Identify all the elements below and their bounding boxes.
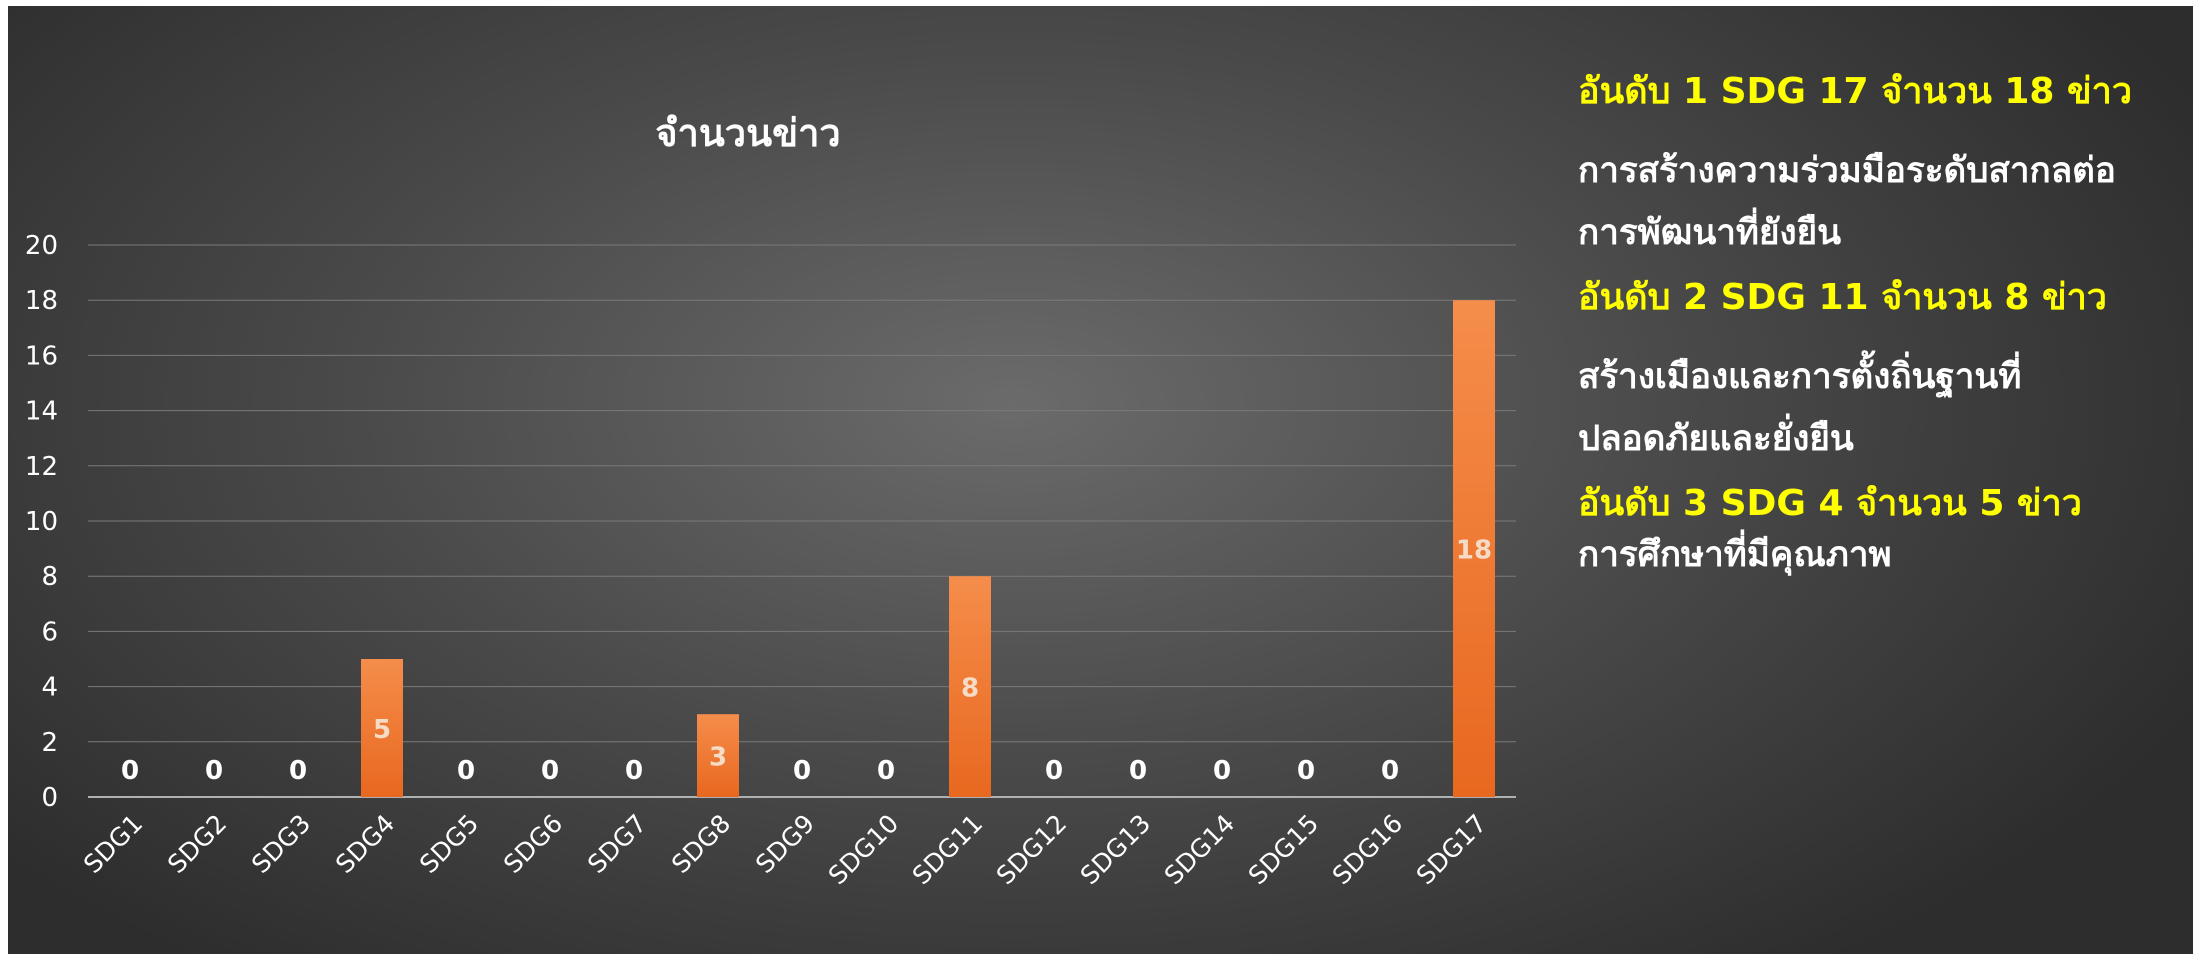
x-tick-label-sdg13: SDG13: [1075, 809, 1157, 891]
rank-3-heading: อันดับ 3 SDG 4 จำนวน 5 ข่าว: [1578, 483, 2082, 524]
chart-title: จำนวนข่าว: [655, 111, 841, 155]
data-label-sdg3: 0: [289, 756, 307, 786]
data-label-sdg15: 0: [1297, 756, 1315, 786]
y-tick-label: 4: [41, 673, 58, 703]
bar-sdg11: [949, 576, 991, 797]
data-label-sdg9: 0: [793, 756, 811, 786]
x-tick-label-sdg16: SDG16: [1327, 809, 1409, 891]
y-axis-ticks: 0 2 4 6 8 10 12 14 16 18 20: [25, 231, 58, 813]
x-tick-label-sdg2: SDG2: [162, 809, 232, 879]
x-axis-ticks: SDG1 SDG2 SDG3 SDG4 SDG5 SDG6 SDG7 SDG8 SDG9 SDG1…: [78, 809, 1492, 891]
y-tick-label: 8: [41, 562, 58, 592]
rank-3-description-line-1: การศึกษาที่มีคุณภาพ: [1578, 535, 1892, 575]
x-tick-label-sdg5: SDG5: [414, 809, 484, 879]
gridlines: [88, 244, 1516, 798]
x-tick-label-sdg4: SDG4: [330, 809, 400, 879]
rank-1-heading: อันดับ 1 SDG 17 จำนวน 18 ข่าว: [1578, 71, 2133, 112]
data-label-sdg16: 0: [1381, 756, 1399, 786]
rank-1-description-line-2: การพัฒนาที่ยังยืน: [1578, 213, 1842, 253]
y-tick-label: 6: [41, 617, 58, 647]
data-label-sdg4: 5: [373, 715, 391, 745]
x-tick-label-sdg17: SDG17: [1411, 809, 1493, 891]
x-tick-label-sdg9: SDG9: [750, 809, 820, 879]
rank-2-description-line-1: สร้างเมืองและการตั้งถิ่นฐานที่: [1578, 357, 2022, 397]
x-tick-label-sdg10: SDG10: [823, 809, 905, 891]
y-tick-label: 0: [41, 783, 58, 813]
data-label-sdg13: 0: [1129, 756, 1147, 786]
x-tick-label-sdg7: SDG7: [582, 809, 652, 879]
x-tick-label-sdg6: SDG6: [498, 809, 568, 879]
bar-sdg17: [1453, 300, 1495, 797]
x-tick-label-sdg3: SDG3: [246, 809, 316, 879]
x-tick-label-sdg15: SDG15: [1243, 809, 1325, 891]
x-tick-label-sdg12: SDG12: [991, 809, 1073, 891]
data-label-sdg10: 0: [877, 756, 895, 786]
ranking-panel: อันดับ 1 SDG 17 จำนวน 18 ข่าว การสร้างคว…: [1578, 68, 2178, 588]
data-label-sdg7: 0: [625, 756, 643, 786]
data-label-sdg14: 0: [1213, 756, 1231, 786]
bar-sdg4: [361, 659, 403, 797]
data-label-sdg12: 0: [1045, 756, 1063, 786]
y-tick-label: 16: [25, 341, 58, 371]
bars: [361, 300, 1495, 797]
x-tick-label-sdg8: SDG8: [666, 809, 736, 879]
data-label-sdg5: 0: [457, 756, 475, 786]
data-label-sdg6: 0: [541, 756, 559, 786]
data-label-sdg17: 18: [1456, 536, 1492, 566]
y-tick-label: 12: [25, 452, 58, 482]
data-label-sdg1: 0: [121, 756, 139, 786]
y-tick-label: 18: [25, 286, 58, 316]
x-tick-label-sdg11: SDG11: [907, 809, 989, 891]
data-label-sdg2: 0: [205, 756, 223, 786]
y-tick-label: 14: [25, 397, 58, 427]
y-tick-label: 20: [25, 231, 58, 261]
rank-2-description-line-2: ปลอดภัยและยั่งยืน: [1578, 419, 1854, 459]
y-tick-label: 2: [41, 728, 58, 758]
data-label-sdg11: 8: [961, 674, 979, 704]
data-label-sdg8: 3: [709, 743, 727, 773]
rank-2-heading: อันดับ 2 SDG 11 จำนวน 8 ข่าว: [1578, 277, 2107, 318]
rank-1-description-line-1: การสร้างความร่วมมือระดับสากลต่อ: [1578, 151, 2116, 191]
data-labels: 0 0 0 5 0 0 0 3 0 0 8 0 0 0 0 0 18: [121, 536, 1492, 786]
x-tick-label-sdg1: SDG1: [78, 809, 148, 879]
y-tick-label: 10: [25, 507, 58, 537]
bar-sdg8: [697, 714, 739, 797]
x-tick-label-sdg14: SDG14: [1159, 809, 1241, 891]
